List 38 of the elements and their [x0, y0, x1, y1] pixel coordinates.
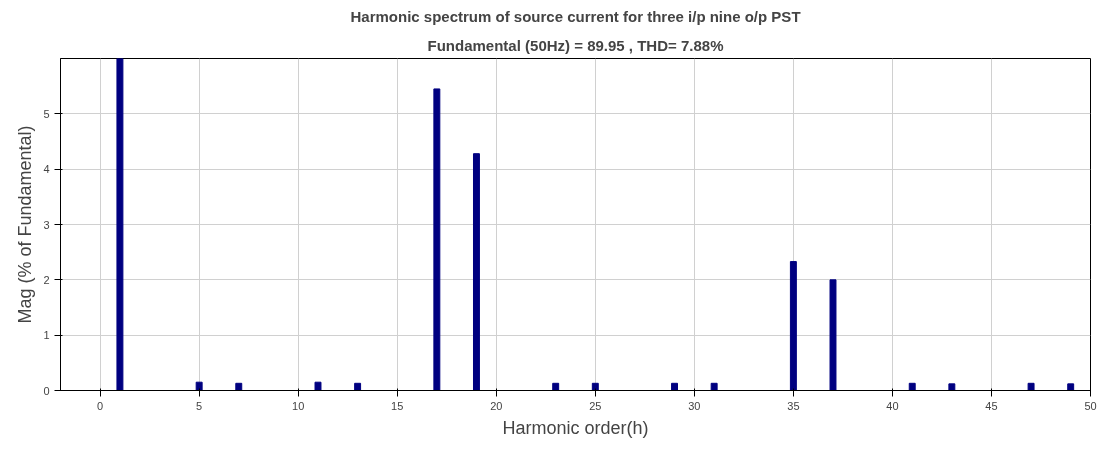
bar [789, 261, 797, 391]
x-tick-label: 25 [589, 399, 602, 412]
x-tick-label: 45 [985, 399, 998, 412]
y-tick-label: 2 [43, 273, 50, 286]
x-tick-label: 40 [886, 399, 899, 412]
x-tick-label: 20 [490, 399, 503, 412]
y-tick-label: 1 [43, 329, 50, 342]
x-tick-label: 30 [688, 399, 701, 412]
bar [591, 382, 599, 391]
y-tick-label: 0 [43, 384, 50, 397]
bar [1067, 383, 1075, 391]
chart-title: Harmonic spectrum of source current for three i/p nine o/p PST [350, 7, 801, 25]
bar [235, 382, 243, 391]
bar [433, 88, 441, 391]
bar [116, 58, 124, 391]
bar [354, 382, 362, 391]
y-tick-label: 4 [43, 163, 50, 176]
x-tick-label: 15 [391, 399, 404, 412]
bar [948, 383, 956, 391]
x-tick-label: 10 [292, 399, 305, 412]
chart-subtitle: Fundamental (50Hz) = 89.95 , THD= 7.88% [427, 36, 724, 54]
bar [1027, 382, 1035, 391]
y-tick-label: 5 [43, 107, 50, 120]
bar [671, 382, 679, 391]
bar [908, 382, 916, 391]
y-tick-label: 3 [43, 218, 50, 231]
x-tick-label: 50 [1084, 399, 1097, 412]
bar [829, 279, 837, 391]
y-axis-title: Mag (% of Fundamental) [15, 125, 36, 324]
bar [314, 381, 322, 391]
bar [552, 382, 560, 391]
x-tick-label: 0 [97, 399, 104, 412]
bar [472, 153, 480, 391]
x-axis-title: Harmonic order(h) [502, 417, 649, 438]
bar [710, 382, 718, 391]
bar [195, 381, 203, 391]
x-tick-label: 5 [196, 399, 203, 412]
x-tick-label: 35 [787, 399, 800, 412]
